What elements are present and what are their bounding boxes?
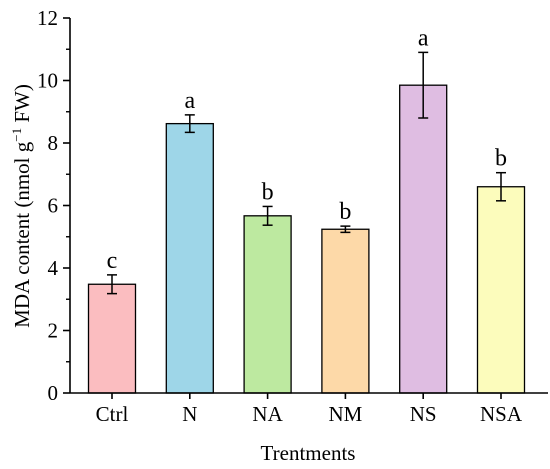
bar-na [243,215,292,394]
bar-n [165,122,214,394]
y-tick-label-4: 4 [48,256,59,280]
bar-nm [321,228,370,394]
bar-ns [399,84,448,394]
x-axis-title: Trentments [261,441,356,465]
y-axis-title-main: MDA content (nmol g [10,141,34,328]
x-tick-label-na: NA [252,402,283,426]
significance-letter-nm: b [339,199,351,225]
y-tick-label-6: 6 [48,194,59,218]
significance-letter-n: a [184,88,195,114]
significance-letter-ns: a [418,25,429,51]
y-axis-title-sup: −1 [9,128,24,142]
significance-letter-ctrl: c [107,248,118,274]
bar-ctrl [87,283,137,394]
y-tick-label-8: 8 [48,131,59,155]
x-tick-label-ns: NS [410,402,437,426]
y-tick-label-0: 0 [48,381,59,405]
x-tick-label-nm: NM [328,402,362,426]
y-tick-label-10: 10 [37,69,58,93]
bar-nsa [476,186,526,394]
y-axis-title-tail: FW) [10,84,34,128]
y-tick-label-2: 2 [48,319,59,343]
significance-letter-na: b [262,179,274,205]
y-tick-label-12: 12 [37,6,58,30]
significance-letter-nsa: b [495,146,507,172]
axes-layer [69,18,548,394]
x-tick-label-nsa: NSA [480,402,523,426]
x-tick-label-n: N [182,402,197,426]
x-tick-label-ctrl: Ctrl [96,402,129,426]
ticks-layer: 0 2 4 6 8 10 12 Ctrl N NA NM NS NSA [37,6,523,426]
y-axis-title: MDA content (nmol g−1 FW) [9,84,34,328]
bars-layer: c a b b a b [87,25,526,394]
